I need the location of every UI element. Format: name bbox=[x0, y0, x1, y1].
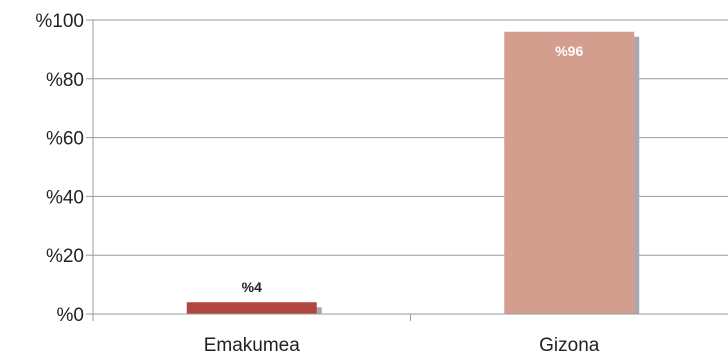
y-tick-label: %40 bbox=[46, 187, 84, 208]
data-labels: %4 %96 bbox=[242, 43, 584, 295]
data-label: %4 bbox=[242, 279, 262, 295]
y-tick-label: %60 bbox=[46, 129, 84, 150]
y-tick-label: %100 bbox=[35, 11, 84, 32]
x-category-label: Emakumea bbox=[204, 335, 301, 356]
data-label: %96 bbox=[555, 43, 583, 59]
bar-emakumea bbox=[186, 302, 317, 314]
y-tick-label: %0 bbox=[57, 305, 84, 326]
y-axis-ticks: %0 %20 %40 %60 %80 %100 bbox=[35, 11, 93, 326]
x-category-label: Gizona bbox=[539, 335, 600, 356]
y-tick-label: %80 bbox=[46, 70, 84, 91]
bar-gizona bbox=[504, 31, 635, 314]
y-tick-label: %20 bbox=[46, 246, 84, 267]
x-axis: Emakumea Gizona bbox=[86, 20, 728, 356]
bars bbox=[186, 31, 640, 314]
